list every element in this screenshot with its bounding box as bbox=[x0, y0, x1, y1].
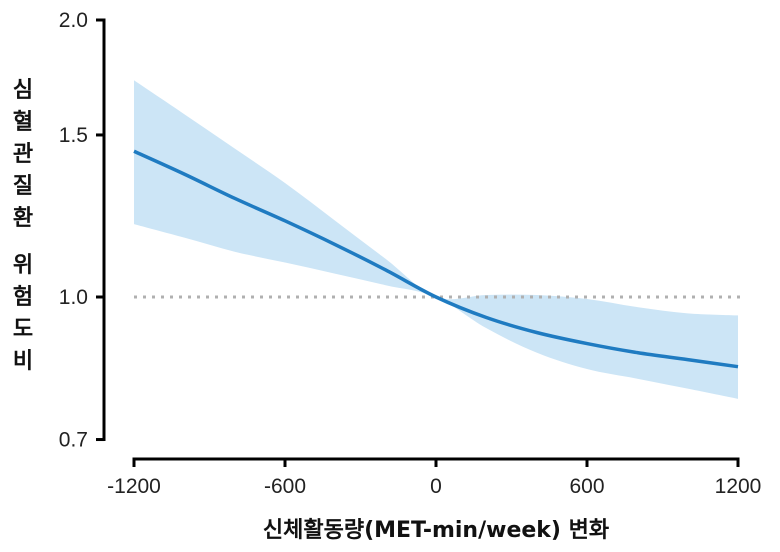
x-tick-label: 600 bbox=[569, 475, 604, 498]
hazard-ratio-curve bbox=[133, 149, 739, 369]
x-tick-label: -600 bbox=[264, 475, 306, 498]
y-title-char: 관 bbox=[13, 142, 33, 167]
x-axis: -1200 -600 0 600 1200 bbox=[107, 457, 762, 498]
confidence-band bbox=[134, 80, 738, 399]
y-title-char: 험 bbox=[13, 284, 33, 310]
y-title-char: 혈 bbox=[13, 110, 33, 135]
y-title-char: 도 bbox=[13, 317, 33, 342]
y-title-char: 비 bbox=[13, 349, 33, 374]
y-tick-label: 0.7 bbox=[59, 429, 88, 452]
x-axis-title: 신체활동량(MET-min/week) 변화 bbox=[263, 518, 609, 543]
y-title-char: 심 bbox=[13, 78, 33, 103]
x-tick-label: -1200 bbox=[107, 475, 161, 498]
y-axis: 0.7 1.0 1.5 2.0 bbox=[59, 9, 106, 452]
x-tick-label: 1200 bbox=[715, 475, 762, 498]
y-tick-label: 2.0 bbox=[59, 9, 88, 32]
y-title-char: 위 bbox=[13, 253, 33, 278]
y-tick-label: 1.5 bbox=[59, 124, 88, 147]
x-tick-label: 0 bbox=[430, 475, 442, 498]
y-tick-label: 1.0 bbox=[59, 286, 88, 309]
y-title-char: 질 bbox=[13, 174, 33, 199]
y-title-char: 환 bbox=[13, 206, 33, 231]
